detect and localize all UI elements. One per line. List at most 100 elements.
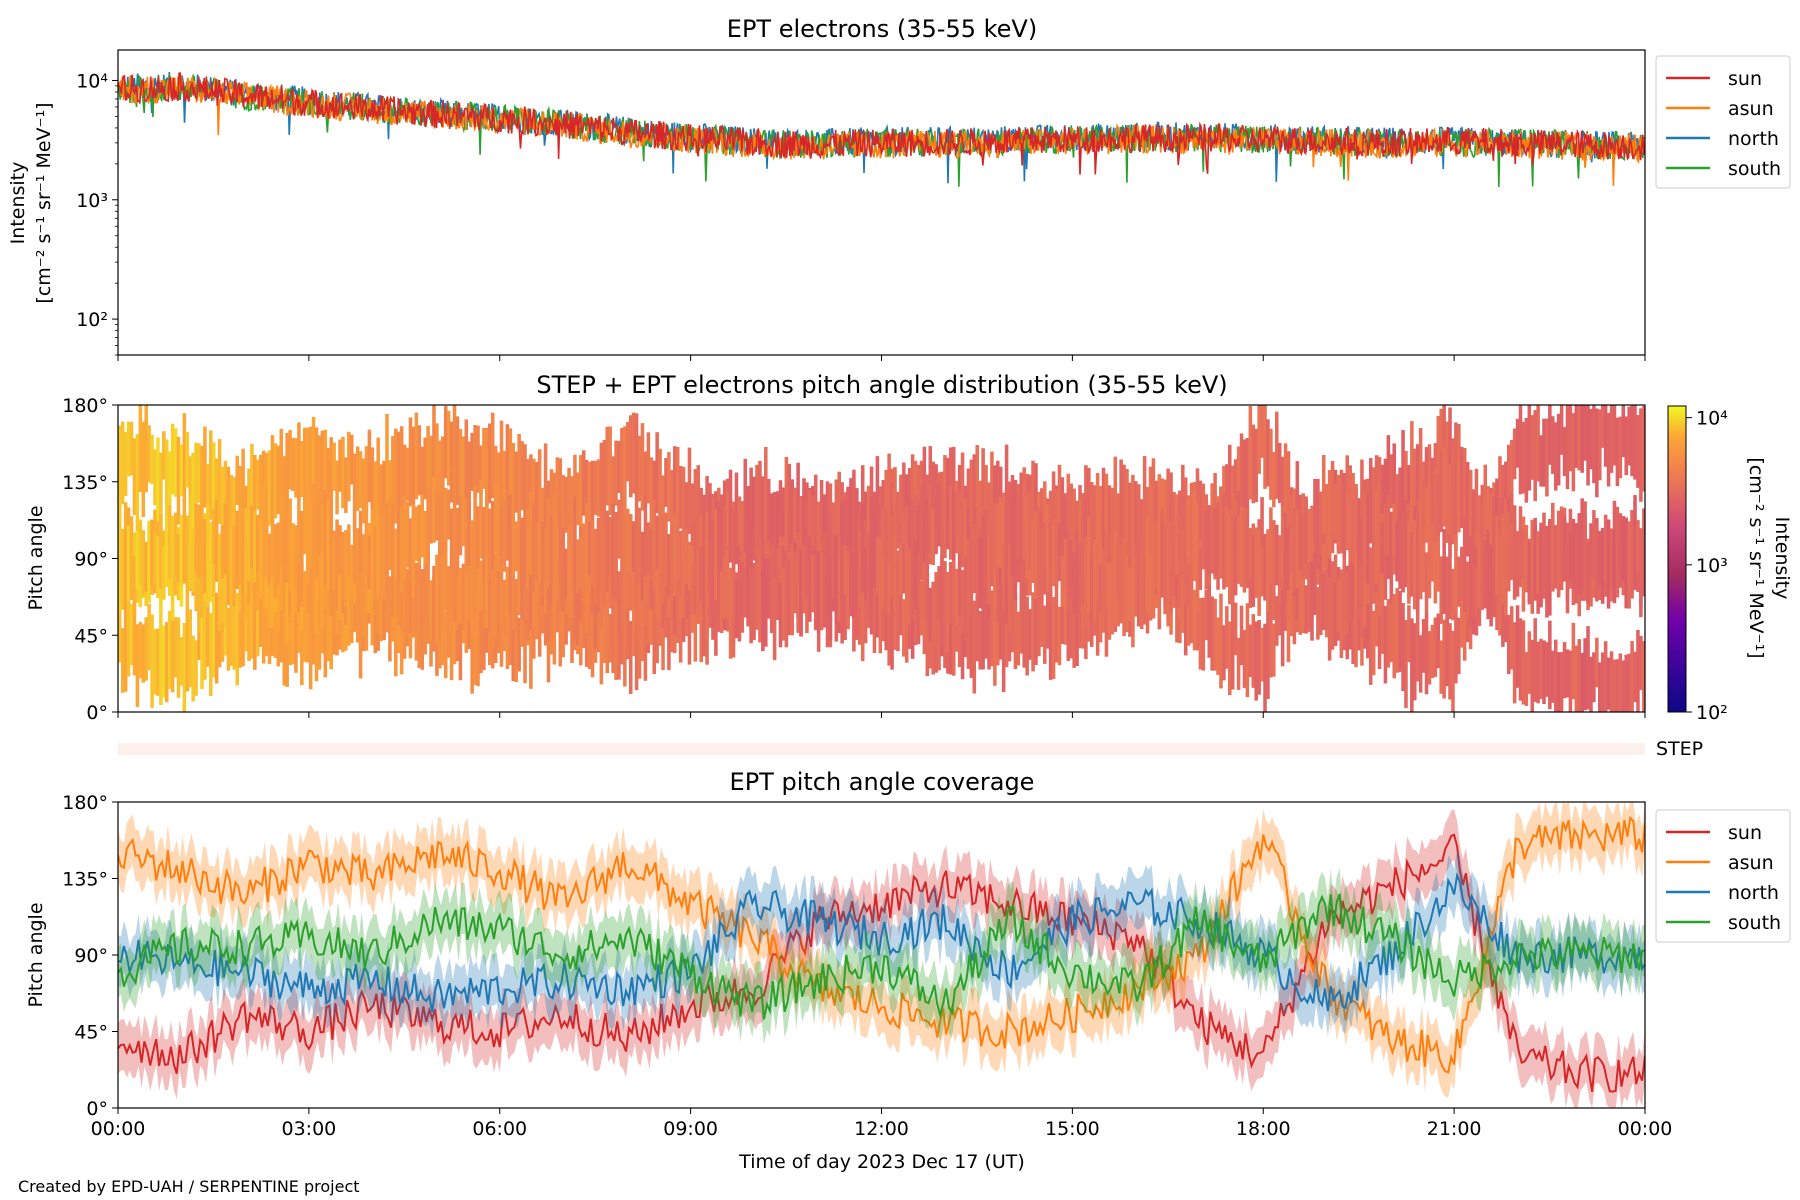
heatmap-cell [226, 607, 231, 671]
heatmap-cell [1148, 556, 1153, 618]
heatmap-cell [840, 541, 844, 615]
heatmap-cell [1592, 652, 1596, 703]
heatmap-cell [209, 612, 213, 696]
heatmap-cell [1380, 602, 1385, 654]
heatmap-cell [1351, 584, 1355, 664]
heatmap-cell [705, 475, 709, 529]
heatmap-cell [954, 491, 959, 554]
heatmap-cell [526, 459, 530, 545]
heatmap-cell [194, 442, 198, 504]
heatmap-cell [238, 465, 242, 548]
heatmap-cell [543, 527, 548, 582]
heatmap-cell [1465, 462, 1470, 557]
heatmap-cell [1639, 408, 1643, 502]
heatmap-cell [649, 457, 654, 535]
heatmap-cell [220, 466, 225, 540]
heatmap-cell [1430, 624, 1435, 678]
heatmap-cell [543, 443, 548, 539]
heatmap-cell [426, 548, 430, 628]
heatmap-cell [661, 475, 665, 528]
heatmap-cell [1636, 630, 1640, 712]
heatmap-cell [426, 488, 430, 565]
heatmap-cell [1410, 421, 1414, 507]
heatmap-cell [1606, 519, 1611, 609]
heatmap-cell [420, 493, 424, 558]
heatmap-cell [435, 554, 439, 644]
heatmap-cell [752, 507, 756, 561]
heatmap-cell [778, 583, 783, 648]
heatmap-cell [881, 507, 886, 585]
heatmap-cell [678, 531, 683, 595]
heatmap-cell [1034, 591, 1038, 665]
heatmap-cell [899, 474, 903, 549]
heatmap-cell [1154, 480, 1159, 547]
heatmap-cell [1198, 598, 1203, 670]
heatmap-cell [1324, 569, 1329, 630]
panel1-ylabel-line2: [cm⁻² s⁻¹ sr⁻¹ MeV⁻¹] [33, 102, 55, 303]
heatmap-cell [461, 497, 466, 547]
heatmap-cell [1427, 539, 1432, 599]
heatmap-cell [417, 425, 422, 496]
heatmap-cell [197, 538, 201, 633]
heatmap-cell [1536, 531, 1540, 594]
heatmap-cell [1081, 493, 1085, 566]
heatmap-cell [370, 447, 375, 525]
heatmap-cell [273, 585, 278, 658]
heatmap-cell [1598, 662, 1602, 712]
heatmap-cell [887, 562, 891, 615]
heatmap-cell [250, 505, 254, 568]
heatmap-cell [294, 525, 298, 590]
heatmap-cell [408, 417, 413, 507]
heatmap-cell [1642, 641, 1645, 712]
heatmap-cell [188, 456, 193, 519]
heatmap-cell [764, 557, 768, 647]
heatmap-cell [206, 464, 210, 532]
heatmap-cell [344, 530, 348, 607]
heatmap-cell [1357, 499, 1361, 561]
heatmap-cell [358, 451, 363, 508]
heatmap-cell [793, 552, 797, 614]
heatmap-cell [156, 535, 160, 599]
heatmap-cell [485, 554, 489, 629]
heatmap-cell [493, 483, 498, 552]
panel1-ylabel-line1: Intensity [7, 162, 29, 245]
heatmap-cell [584, 567, 589, 634]
heatmap-cell [1089, 554, 1094, 622]
heatmap-cell [1019, 523, 1024, 617]
heatmap-cell [1451, 630, 1455, 712]
heatmap-cell [273, 524, 278, 598]
heatmap-cell [1612, 405, 1617, 466]
heatmap-cell [217, 533, 222, 597]
heatmap-cell [238, 507, 242, 584]
coverage-line-north [118, 872, 1645, 1013]
heatmap-cell [1568, 531, 1573, 581]
heatmap-cell [1254, 621, 1258, 701]
heatmap-cell [1562, 642, 1567, 699]
heatmap-cell [1092, 539, 1097, 624]
heatmap-cell [485, 478, 489, 556]
heatmap-cell [361, 458, 366, 524]
heatmap-cell [1565, 405, 1570, 490]
heatmap-cell [1451, 568, 1455, 621]
heatmap-cell [1501, 514, 1505, 605]
heatmap-cell [1598, 409, 1602, 481]
heatmap-cell [1586, 405, 1590, 486]
heatmap-cell [1418, 635, 1423, 693]
heatmap-cell [502, 579, 507, 635]
heatmap-cell [611, 456, 615, 508]
heatmap-cell [717, 501, 721, 573]
heatmap-cell [705, 551, 709, 638]
heatmap-cell [523, 606, 527, 684]
heatmap-cell [1089, 482, 1094, 556]
heatmap-cell [1383, 605, 1388, 684]
heatmap-cell [887, 580, 891, 666]
heatmap-cell [529, 491, 533, 576]
heatmap-cell [499, 420, 504, 516]
heatmap-cell [473, 425, 477, 499]
heatmap-cell [467, 502, 471, 566]
heatmap-cell [1269, 428, 1273, 500]
heatmap-cell [902, 462, 906, 521]
heatmap-cell [253, 510, 257, 582]
heatmap-cell [1577, 639, 1581, 712]
heatmap-cell [1351, 499, 1355, 563]
